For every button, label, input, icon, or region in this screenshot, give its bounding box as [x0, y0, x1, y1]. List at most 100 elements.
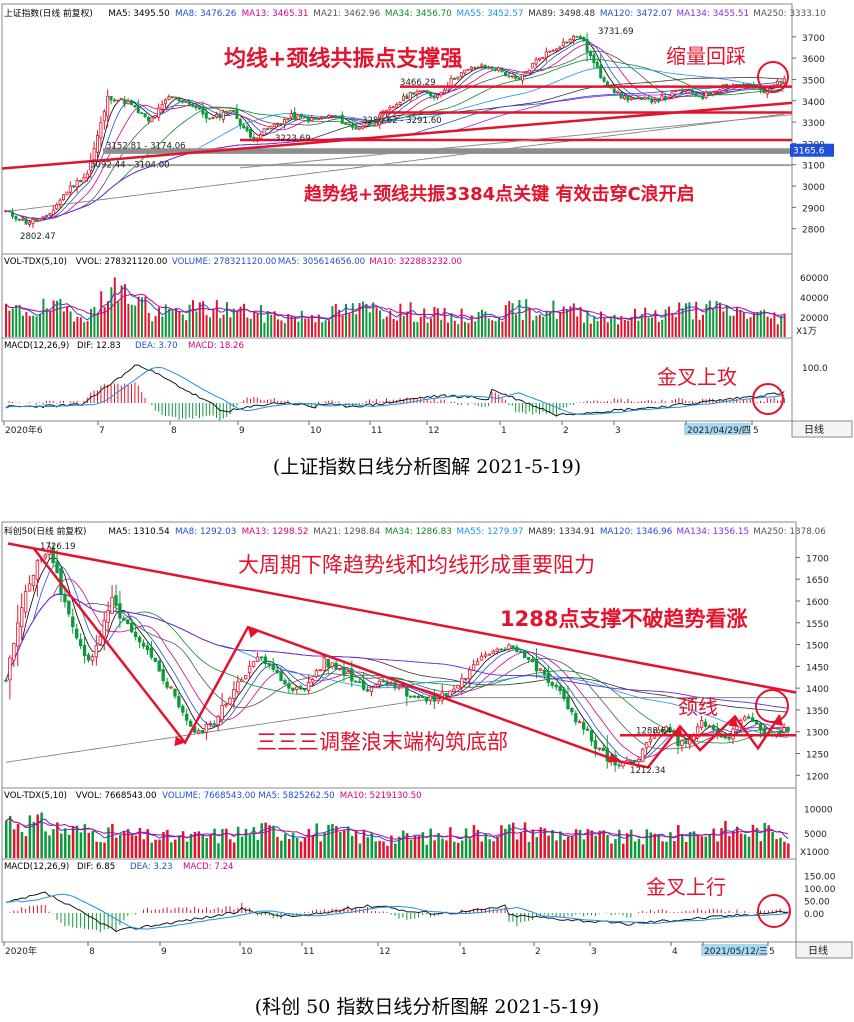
candle-body: [599, 65, 603, 79]
candle-body: [495, 648, 499, 652]
volume-bar: [20, 831, 24, 858]
volume-bar: [647, 317, 650, 337]
volume-bar: [382, 318, 385, 337]
candle-body: [565, 41, 569, 44]
volume-bar: [535, 837, 539, 858]
candle-body: [393, 682, 397, 689]
volume-bar: [443, 307, 446, 337]
volume-bar: [610, 317, 613, 337]
volume-bar: [142, 839, 146, 858]
candle-body: [723, 736, 727, 739]
volume-bar: [177, 835, 181, 858]
volume-bar: [492, 841, 495, 858]
candle-body: [538, 57, 542, 61]
volume-bar: [436, 308, 439, 337]
volume-bar: [413, 835, 417, 858]
candle-body: [517, 77, 521, 80]
volume-bar: [386, 845, 389, 858]
volume-bar: [467, 323, 470, 337]
volume-bar: [236, 826, 240, 858]
volume-bar: [433, 306, 436, 337]
candle-body: [238, 118, 242, 126]
volume-bar: [405, 833, 409, 858]
volume-bar: [508, 824, 511, 858]
volume-bar: [677, 825, 680, 858]
current-price-value: 3165.6: [793, 147, 825, 157]
volume-bar: [76, 316, 79, 337]
annotation-long-resistance: 大周期下降趋势线和均线形成重要阻力: [238, 553, 595, 577]
candle-body: [75, 628, 79, 639]
candle-body: [538, 668, 543, 671]
volume-bar: [691, 319, 694, 337]
candle-body: [727, 736, 731, 740]
candle-body: [530, 659, 535, 662]
ma-legend-item: MA21: 1298.84: [313, 527, 380, 537]
volume-bar: [374, 841, 377, 858]
macd-dea-line: [5, 366, 785, 416]
ma-line-250: [5, 113, 785, 212]
candle-body: [129, 100, 133, 106]
candle-body: [581, 722, 586, 730]
x-tick-label: 1: [501, 426, 507, 436]
volume-bar: [500, 825, 503, 858]
volume-bar: [681, 308, 684, 337]
candle-body: [578, 36, 582, 39]
macd-legend-item: DEA: 3.70: [135, 341, 178, 351]
volume-bar: [715, 301, 718, 337]
candle-body: [153, 657, 158, 662]
candle-body: [585, 39, 589, 53]
price-tick-label: 3600: [802, 55, 825, 65]
ma-legend-item: MA34: 1286.83: [385, 527, 452, 537]
candle-body: [397, 686, 401, 689]
volume-bar: [189, 833, 193, 858]
candle-body: [7, 210, 11, 213]
volume-bar: [579, 307, 582, 337]
candle-body: [566, 696, 570, 710]
volume-bar: [617, 324, 619, 337]
candle-body: [236, 681, 240, 693]
x-tick-label: 1: [461, 947, 467, 957]
volume-bar: [39, 314, 41, 337]
annotation-neckline: 颈线: [678, 695, 718, 719]
volume-bar: [171, 310, 174, 337]
candle-body: [68, 185, 72, 193]
candle-body: [276, 123, 280, 125]
volume-bar: [266, 310, 269, 337]
volume-bar: [217, 843, 220, 858]
candle-body: [653, 99, 657, 103]
candle-body: [346, 671, 350, 675]
candle-body: [169, 686, 173, 689]
chart-title: 科创50(日线 前复权): [4, 525, 86, 537]
candle-body: [680, 740, 684, 746]
candle-body: [640, 748, 645, 763]
candle-body: [459, 72, 463, 77]
volume-bar: [130, 835, 134, 858]
volume-bar: [264, 822, 267, 858]
volume-bar: [202, 301, 205, 337]
candle-body: [500, 68, 504, 72]
candle-body: [4, 679, 8, 682]
volume-bar: [511, 822, 515, 858]
volume-bar: [350, 835, 354, 858]
candle-body: [126, 619, 130, 625]
volume-bar: [409, 302, 412, 337]
volume-bar: [610, 843, 613, 858]
candle-body: [211, 117, 215, 119]
candle-body: [123, 99, 127, 105]
volume-bar: [555, 840, 558, 858]
candle-body: [180, 100, 184, 103]
volume-bar: [16, 823, 20, 858]
candle-body: [629, 97, 633, 101]
volume-bar: [416, 321, 419, 337]
volume-bar: [91, 830, 94, 858]
volume-bar: [542, 316, 545, 337]
volume-bar: [594, 835, 598, 858]
volume-bar: [620, 315, 623, 337]
candle-body: [58, 199, 62, 205]
candle-body: [90, 656, 95, 661]
volume-bar: [572, 303, 575, 337]
volume-bar: [193, 831, 197, 858]
volume-bar: [73, 321, 75, 337]
candle-body: [463, 69, 467, 74]
candle-body: [204, 724, 209, 733]
